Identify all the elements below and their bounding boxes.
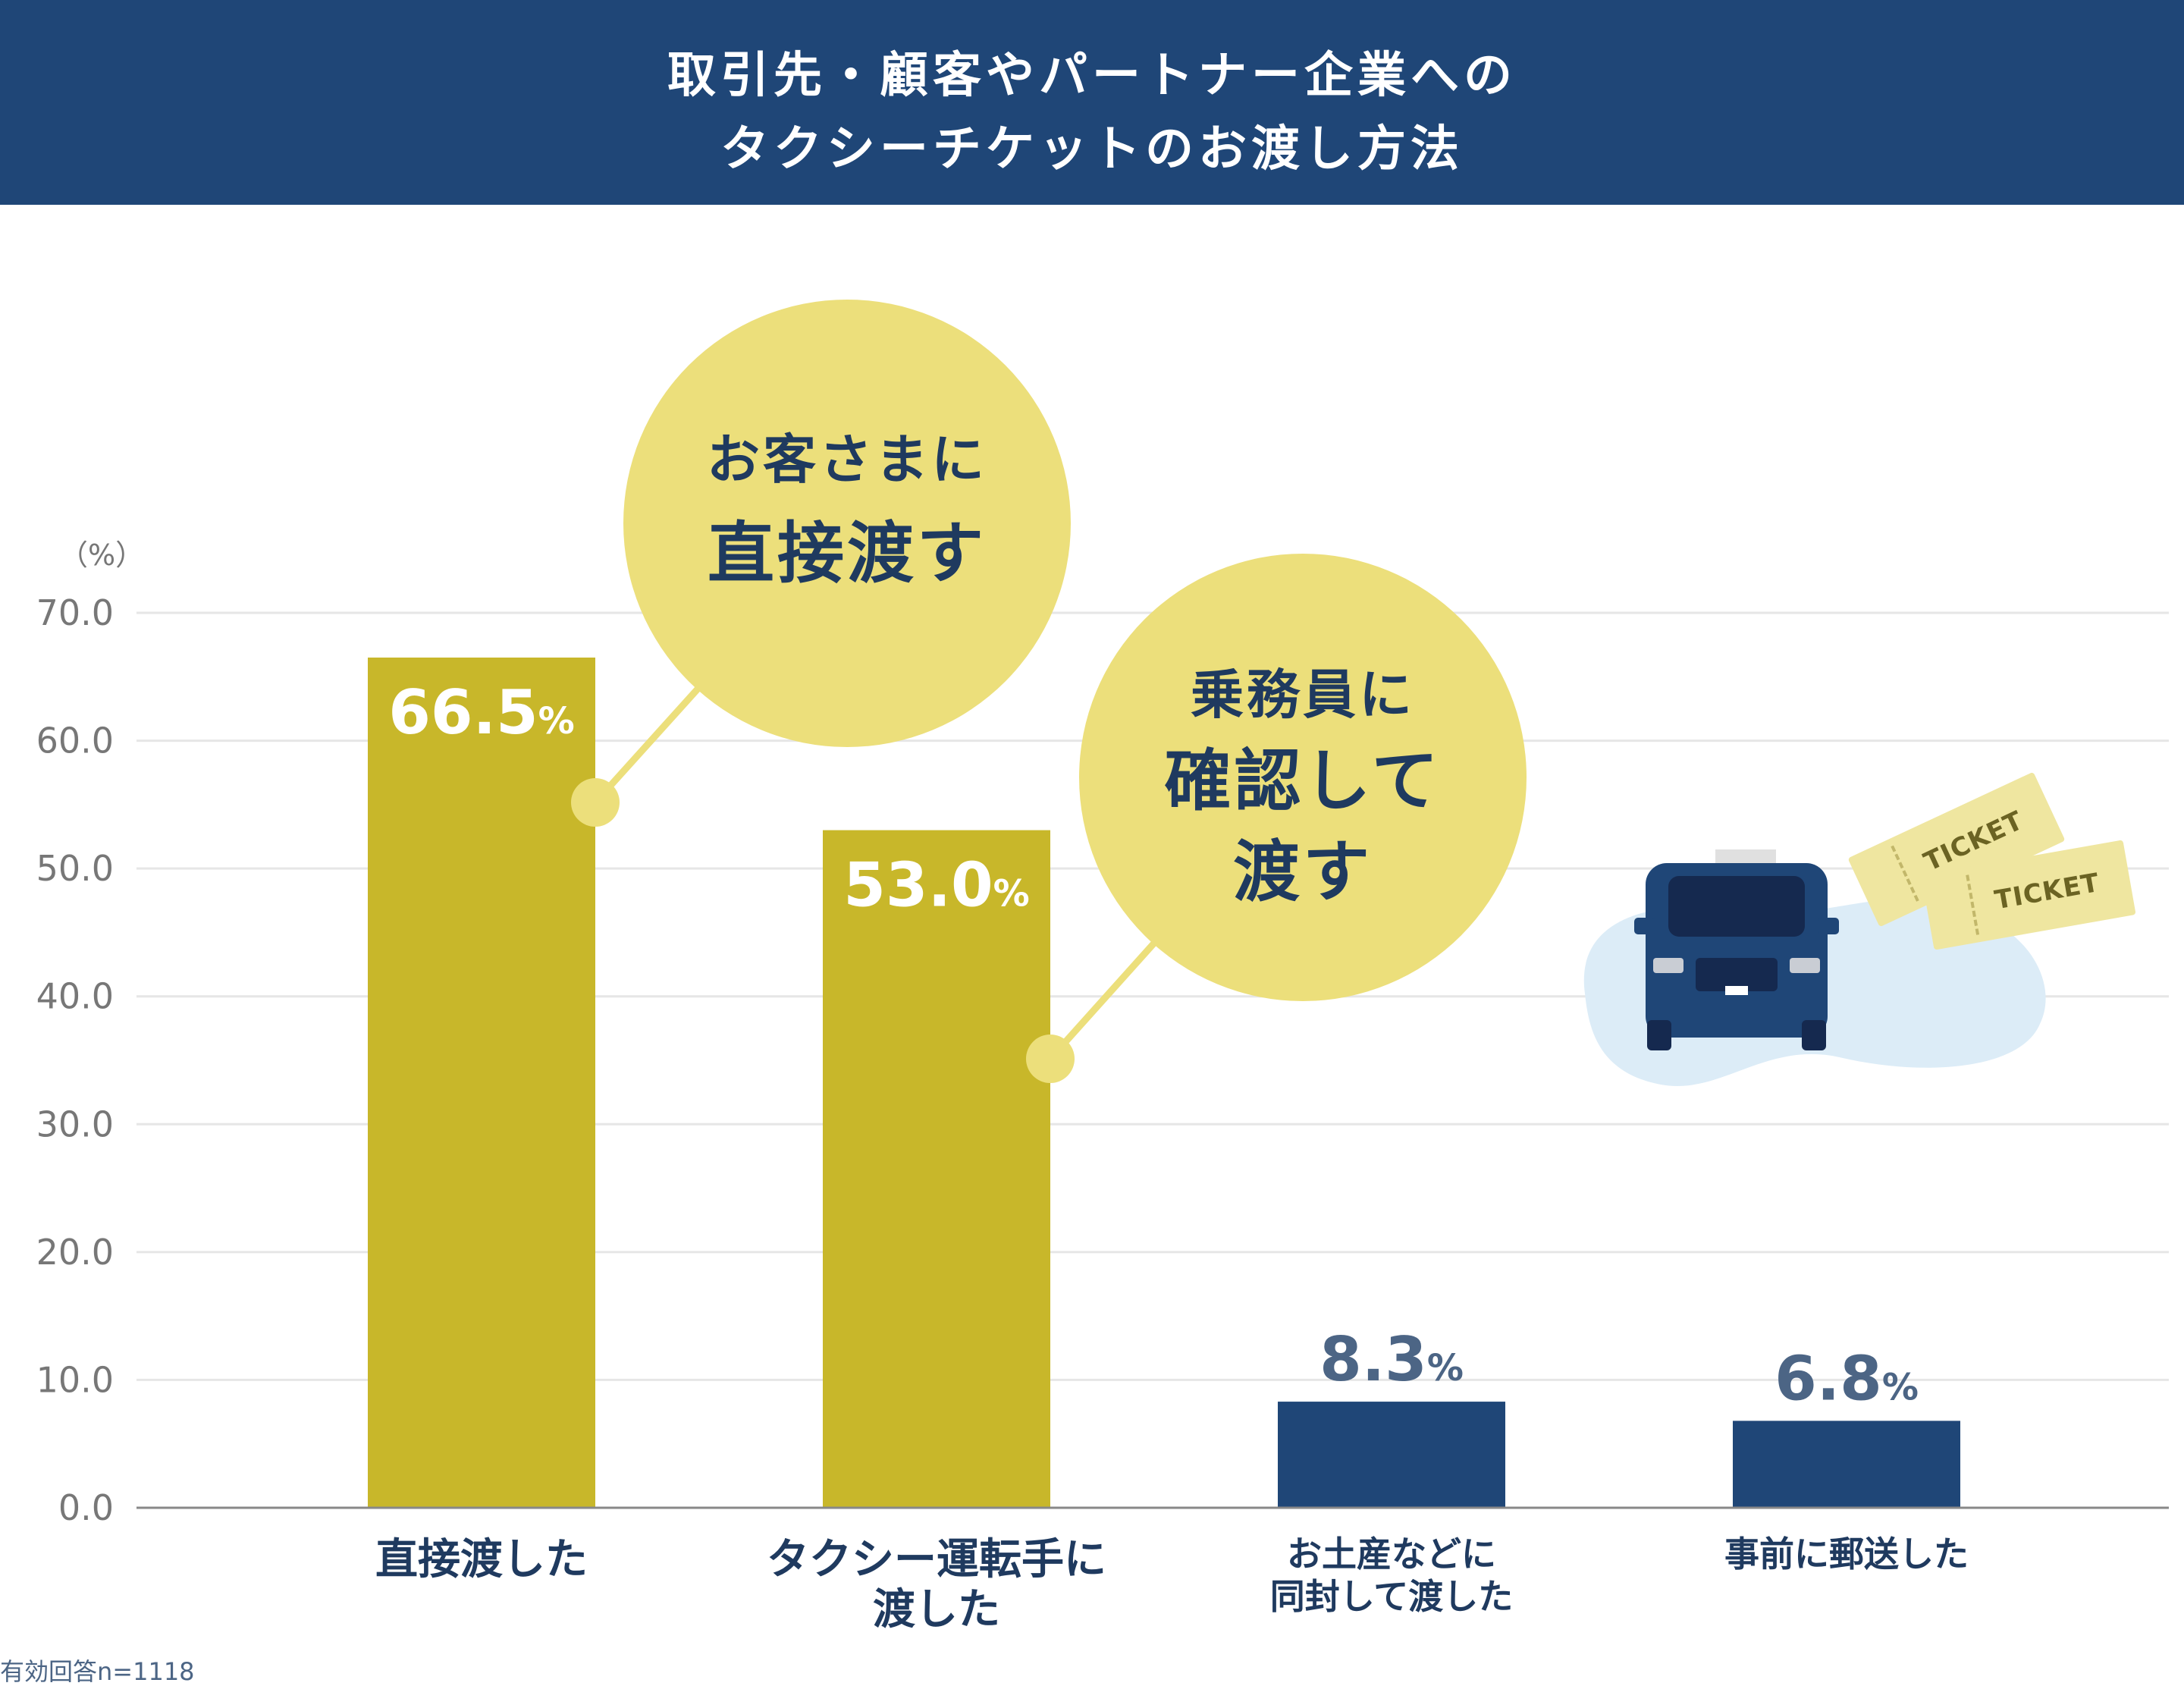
callout-bubble xyxy=(623,300,1071,747)
y-tick-label: 60.0 xyxy=(36,721,114,761)
y-axis-unit-label: （%） xyxy=(59,538,144,572)
bar-1 xyxy=(368,658,595,1508)
x-category-label: 渡した xyxy=(873,1585,1000,1634)
title-banner: 取引先・顧客やパートナー企業への タクシーチケットのお渡し方法 xyxy=(0,0,2184,205)
ticket-text: TICKET xyxy=(1992,867,2102,916)
y-tick-label: 70.0 xyxy=(36,592,114,633)
bar-value-label: 6.8% xyxy=(1774,1343,1919,1414)
ticket-perforation xyxy=(1966,874,1980,935)
bar-2 xyxy=(823,830,1050,1508)
ticket-perforation xyxy=(1891,845,1919,902)
taxi-plate xyxy=(1725,986,1748,995)
bar-4 xyxy=(1733,1421,1960,1508)
y-tick-label: 30.0 xyxy=(36,1104,114,1144)
bar-value-label: 66.5% xyxy=(388,677,574,748)
taxi-mirror xyxy=(1634,918,1655,934)
taxi-wheel xyxy=(1647,1020,1671,1050)
callout-bubble xyxy=(1079,554,1527,1001)
taxi-grille xyxy=(1696,958,1778,991)
callout-dot xyxy=(571,778,620,827)
y-tick-label: 0.0 xyxy=(58,1487,114,1528)
taxi-mirror xyxy=(1818,918,1839,934)
footnote: 有効回答n=1118 xyxy=(0,1657,195,1686)
callout-text: 確認して xyxy=(1164,742,1441,820)
x-category-label: タクシー運転手に xyxy=(767,1535,1106,1584)
taxi-roof-sign xyxy=(1715,849,1776,866)
y-tick-label: 20.0 xyxy=(36,1232,114,1273)
callout-pointer xyxy=(592,681,705,805)
bar-value-label: 8.3% xyxy=(1320,1324,1464,1395)
y-tick-label: 40.0 xyxy=(36,976,114,1017)
title-line-2: タクシーチケットのお渡し方法 xyxy=(720,121,1464,177)
callout-text: 直接渡す xyxy=(708,514,987,592)
bar-3 xyxy=(1278,1402,1505,1508)
taxi-headlight xyxy=(1653,958,1684,973)
callout-pointer xyxy=(1047,936,1161,1062)
x-category-label: 直接渡した xyxy=(375,1535,588,1584)
x-category-label: 事前に郵送した xyxy=(1724,1534,1969,1575)
bar-value-label: 53.0% xyxy=(843,850,1029,921)
taxi-wheel xyxy=(1802,1020,1826,1050)
callout-dot xyxy=(1026,1035,1075,1083)
taxi-headlight xyxy=(1790,958,1820,973)
y-tick-label: 50.0 xyxy=(36,848,114,889)
x-category-label: お土産などに xyxy=(1287,1534,1496,1575)
title-line-1: 取引先・顧客やパートナー企業への xyxy=(667,48,1517,104)
callout-text: 渡す xyxy=(1233,833,1373,911)
taxi-windshield xyxy=(1668,876,1805,937)
callout-text: 乗務員に xyxy=(1191,664,1415,726)
y-tick-label: 10.0 xyxy=(36,1359,114,1400)
callout-text: お客さまに xyxy=(707,429,987,491)
x-category-label: 同封して渡した xyxy=(1270,1576,1514,1617)
